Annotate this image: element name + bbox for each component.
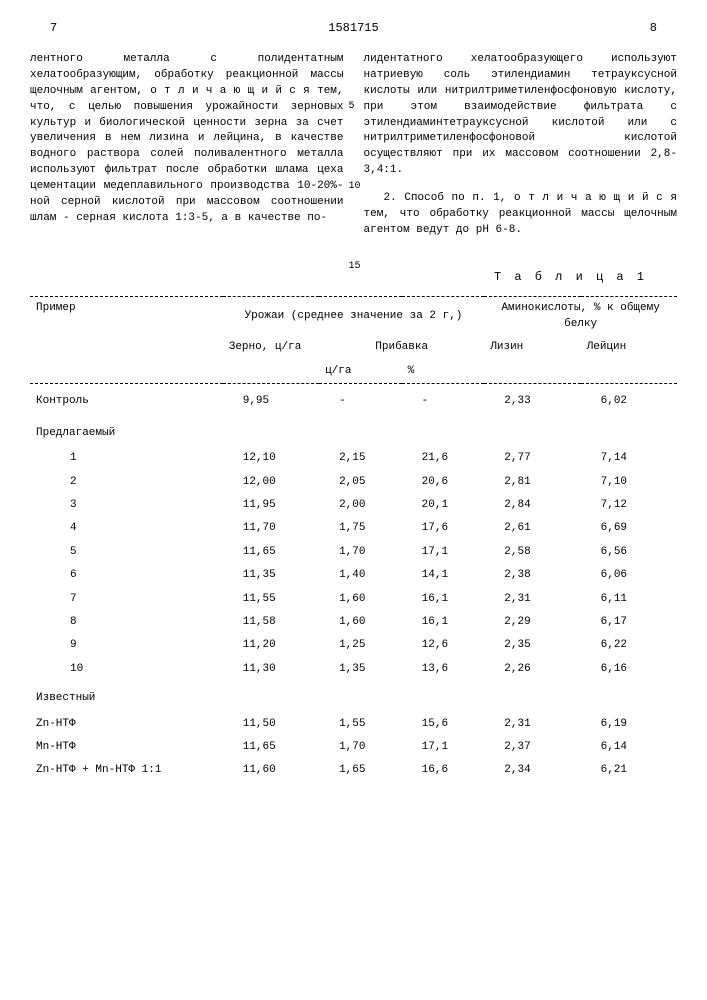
col-increase-p: % <box>402 360 485 383</box>
left-column: лентного металла с полидентатным хелатоо… <box>30 52 344 239</box>
right-column-p2: 2. Способ по п. 1, о т л и ч а ю щ и й с… <box>364 191 678 239</box>
section-known: Известный <box>30 681 677 712</box>
col-increase-c: ц/га <box>319 360 402 383</box>
section-proposed: Предлагаемый <box>30 416 677 447</box>
right-column-p1: лидентатного хелатообразующего использую… <box>364 52 678 180</box>
table-row: Контроль 9,95 - - 2,33 6,02 <box>30 384 677 416</box>
page-num-right: 8 <box>650 20 657 37</box>
table-row: 411,701,7517,62,616,69 <box>30 517 677 540</box>
data-table: Пример Урожаи (среднее значение за 2 г,)… <box>30 296 677 783</box>
col-grain: Зерно, ц/га <box>223 336 319 383</box>
table-row: 611,351,4014,12,386,06 <box>30 564 677 587</box>
col-amino: Аминокислоты, % к общему белку <box>484 297 677 336</box>
col-example: Пример <box>30 297 223 383</box>
page-num-left: 7 <box>50 20 57 37</box>
right-column: лидентатного хелатообразующего использую… <box>364 52 678 239</box>
table-row: 811,581,6016,12,296,17 <box>30 611 677 634</box>
left-column-text: лентного металла с полидентатным хелатоо… <box>30 53 344 224</box>
table-row: 1011,301,3513,62,266,16 <box>30 658 677 681</box>
table-row: 212,002,0520,62,817,10 <box>30 471 677 494</box>
text-columns: лентного металла с полидентатным хелатоо… <box>30 52 677 239</box>
table-row: Zn-НТФ + Mn-НТФ 1:111,601,6516,62,346,21 <box>30 759 677 782</box>
table-row: 711,551,6016,12,316,11 <box>30 588 677 611</box>
table-header-row-1: Пример Урожаи (среднее значение за 2 г,)… <box>30 297 677 336</box>
table-row: Известный <box>30 681 677 712</box>
table-row: Zn-НТФ11,501,5515,62,316,19 <box>30 713 677 736</box>
table-row: 311,952,0020,12,847,12 <box>30 494 677 517</box>
table-row: 112,102,1521,62,777,14 <box>30 447 677 470</box>
col-increase: Прибавка <box>319 336 484 359</box>
section-control: Контроль <box>30 384 223 416</box>
table-row: 911,201,2512,62,356,22 <box>30 634 677 657</box>
line-marker-5: 5 <box>349 100 355 115</box>
col-leucine: Лейцин <box>581 336 677 383</box>
table-row: Предлагаемый <box>30 416 677 447</box>
table-row: Mn-НТФ11,651,7017,12,376,14 <box>30 736 677 759</box>
col-yields: Урожаи (среднее значение за 2 г,) <box>223 297 485 336</box>
line-marker-10: 10 <box>349 180 361 195</box>
table-caption: Т а б л и ц а 1 <box>30 269 647 286</box>
table-row: 511,651,7017,12,586,56 <box>30 541 677 564</box>
document-number: 1581715 <box>328 20 378 37</box>
line-marker-15: 15 <box>349 260 361 275</box>
col-lysine: Лизин <box>484 336 580 383</box>
page-header: 7 1581715 8 <box>30 20 677 37</box>
